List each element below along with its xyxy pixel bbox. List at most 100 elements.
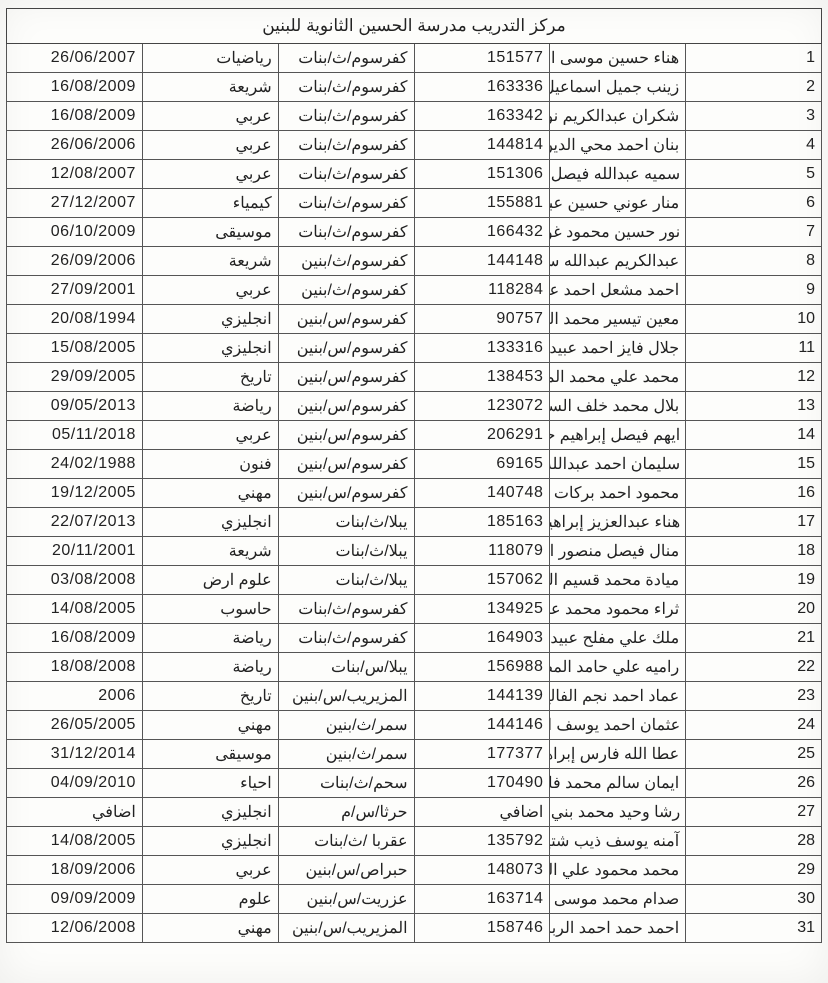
cell-id: 185163 — [414, 508, 550, 537]
cell-subject: مهني — [142, 711, 278, 740]
cell-subject: عربي — [142, 276, 278, 305]
cell-subject: رياضة — [142, 653, 278, 682]
cell-subject: مهني — [142, 914, 278, 943]
cell-subject: انجليزي — [142, 827, 278, 856]
cell-name: ميادة محمد قسيم الصغير — [550, 566, 686, 595]
cell-id: 144148 — [414, 247, 550, 276]
cell-date: 03/08/2008 — [7, 566, 143, 595]
table-row: 9احمد مشعل احمد عبيدات118284كفرسوم/ث/بني… — [7, 276, 822, 305]
cell-num: 7 — [686, 218, 822, 247]
cell-school: كفرسوم/ث/بنات — [278, 160, 414, 189]
title-row: مركز التدريب مدرسة الحسين الثانوية للبني… — [7, 9, 822, 44]
cell-subject: رياضيات — [142, 44, 278, 73]
cell-subject: انجليزي — [142, 334, 278, 363]
cell-school: سمر/ث/بنين — [278, 740, 414, 769]
cell-id: 140748 — [414, 479, 550, 508]
cell-num: 25 — [686, 740, 822, 769]
cell-name: عثمان احمد يوسف الرحاحله — [550, 711, 686, 740]
cell-num: 26 — [686, 769, 822, 798]
cell-school: يبلا/ث/بنات — [278, 508, 414, 537]
cell-id: 164903 — [414, 624, 550, 653]
cell-num: 16 — [686, 479, 822, 508]
cell-school: كفرسوم/ث/بنات — [278, 218, 414, 247]
cell-school: كفرسوم/س/بنين — [278, 450, 414, 479]
table-row: 24عثمان احمد يوسف الرحاحله144146سمر/ث/بن… — [7, 711, 822, 740]
cell-name: ثراء محمود محمد عبيدات — [550, 595, 686, 624]
table-row: 31احمد حمد احمد الربابعه158746المزيريب/س… — [7, 914, 822, 943]
table-row: 5سميه عبدالله فيصل عبيدات151306كفرسوم/ث/… — [7, 160, 822, 189]
cell-name: ايمان سالم محمد فارس — [550, 769, 686, 798]
table-row: 3شكران عبدالكريم نوفان عبيدات163342كفرسو… — [7, 102, 822, 131]
table-row: 10معين تيسير محمد الحوراني90757كفرسوم/س/… — [7, 305, 822, 334]
table-row: 23عماد احمد نجم الفالح144139المزيريب/س/ب… — [7, 682, 822, 711]
table-row: 6منار عوني حسين عبيدات155881كفرسوم/ث/بنا… — [7, 189, 822, 218]
table-row: 2زينب جميل اسماعيل صوالحة163336كفرسوم/ث/… — [7, 73, 822, 102]
cell-subject: فنون — [142, 450, 278, 479]
cell-name: سميه عبدالله فيصل عبيدات — [550, 160, 686, 189]
cell-date: 15/08/2005 — [7, 334, 143, 363]
cell-subject: مهني — [142, 479, 278, 508]
cell-date: 26/06/2006 — [7, 131, 143, 160]
table-row: 16محمود احمد بركات عبيدات140748كفرسوم/س/… — [7, 479, 822, 508]
data-table: مركز التدريب مدرسة الحسين الثانوية للبني… — [6, 8, 822, 943]
cell-date: 16/08/2009 — [7, 73, 143, 102]
cell-id: 135792 — [414, 827, 550, 856]
cell-id: 156988 — [414, 653, 550, 682]
cell-num: 6 — [686, 189, 822, 218]
cell-subject: رياضة — [142, 624, 278, 653]
table-row: 14ايهم فيصل إبراهيم حمادنة206291كفرسوم/س… — [7, 421, 822, 450]
cell-subject: رياضة — [142, 392, 278, 421]
table-row: 25عطا الله فارس إبراهيم الشوحه177377سمر/… — [7, 740, 822, 769]
cell-subject: شريعة — [142, 73, 278, 102]
cell-school: سحم/ث/بنات — [278, 769, 414, 798]
cell-num: 13 — [686, 392, 822, 421]
cell-subject: عربي — [142, 160, 278, 189]
table-row: 26ايمان سالم محمد فارس170490سحم/ث/بناتاح… — [7, 769, 822, 798]
cell-school: كفرسوم/ث/بنات — [278, 131, 414, 160]
cell-num: 8 — [686, 247, 822, 276]
cell-subject: احياء — [142, 769, 278, 798]
cell-num: 30 — [686, 885, 822, 914]
cell-subject: عربي — [142, 131, 278, 160]
cell-id: 163336 — [414, 73, 550, 102]
cell-subject: موسيقى — [142, 218, 278, 247]
cell-date: 05/11/2018 — [7, 421, 143, 450]
cell-date: 14/08/2005 — [7, 827, 143, 856]
cell-name: عماد احمد نجم الفالح — [550, 682, 686, 711]
cell-num: 18 — [686, 537, 822, 566]
cell-id: 90757 — [414, 305, 550, 334]
cell-name: راميه علي حامد المطلق — [550, 653, 686, 682]
cell-id: 118284 — [414, 276, 550, 305]
cell-num: 4 — [686, 131, 822, 160]
cell-date: 20/11/2001 — [7, 537, 143, 566]
cell-name: معين تيسير محمد الحوراني — [550, 305, 686, 334]
cell-name: ايهم فيصل إبراهيم حمادنة — [550, 421, 686, 450]
cell-id: 148073 — [414, 856, 550, 885]
cell-id: 166432 — [414, 218, 550, 247]
table-row: 27رشا وحيد محمد بني هانياضافيحرثا/س/مانج… — [7, 798, 822, 827]
cell-date: 16/08/2009 — [7, 624, 143, 653]
cell-id: 133316 — [414, 334, 550, 363]
cell-name: محمود احمد بركات عبيدات — [550, 479, 686, 508]
cell-school: كفرسوم/س/بنين — [278, 305, 414, 334]
cell-school: يبلا/ث/بنات — [278, 566, 414, 595]
cell-id: 144146 — [414, 711, 550, 740]
cell-num: 24 — [686, 711, 822, 740]
cell-subject: عربي — [142, 856, 278, 885]
cell-date: 12/06/2008 — [7, 914, 143, 943]
cell-num: 22 — [686, 653, 822, 682]
cell-id: 144814 — [414, 131, 550, 160]
cell-date: 18/09/2006 — [7, 856, 143, 885]
cell-school: كفرسوم/ث/بنين — [278, 247, 414, 276]
cell-date: 26/09/2006 — [7, 247, 143, 276]
cell-school: حرثا/س/م — [278, 798, 414, 827]
table-body: 1هناء حسين موسى النعيمي151577كفرسوم/ث/بن… — [7, 44, 822, 943]
cell-date: 09/05/2013 — [7, 392, 143, 421]
cell-name: منار عوني حسين عبيدات — [550, 189, 686, 218]
cell-num: 19 — [686, 566, 822, 595]
cell-id: 170490 — [414, 769, 550, 798]
cell-subject: علوم ارض — [142, 566, 278, 595]
cell-num: 28 — [686, 827, 822, 856]
cell-num: 2 — [686, 73, 822, 102]
cell-school: كفرسوم/س/بنين — [278, 363, 414, 392]
